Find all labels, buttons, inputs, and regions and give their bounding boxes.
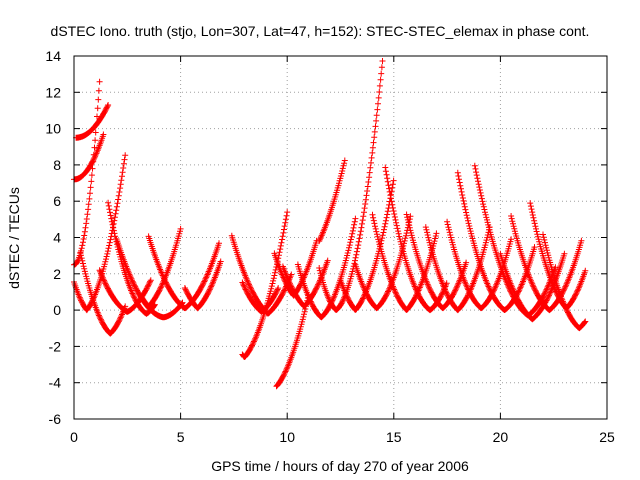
y-tick-label: -6 bbox=[49, 411, 62, 427]
y-tick-label: 4 bbox=[53, 230, 61, 246]
x-tick-label: 5 bbox=[177, 429, 185, 445]
y-axis: -6 -4 -2 0 2 4 6 8 10 12 14 bbox=[45, 48, 607, 427]
y-tick-label: 10 bbox=[45, 121, 61, 137]
data-arc bbox=[77, 249, 129, 337]
data-arc bbox=[316, 157, 348, 245]
data-arc bbox=[382, 164, 450, 314]
y-tick-label: 8 bbox=[53, 157, 61, 173]
data-arc bbox=[73, 102, 112, 141]
x-tick-label: 0 bbox=[70, 429, 78, 445]
data-series bbox=[71, 58, 589, 390]
data-arc bbox=[352, 213, 414, 312]
grid bbox=[74, 56, 607, 419]
x-tick-label: 20 bbox=[493, 429, 509, 445]
x-tick-label: 25 bbox=[599, 429, 615, 445]
data-arc bbox=[273, 292, 312, 390]
y-tick-label: 14 bbox=[45, 48, 61, 64]
x-tick-label: 15 bbox=[386, 429, 402, 445]
y-tick-label: 12 bbox=[45, 84, 61, 100]
y-tick-label: 6 bbox=[53, 193, 61, 209]
y-tick-label: -2 bbox=[49, 338, 62, 354]
x-tick-label: 10 bbox=[279, 429, 295, 445]
y-tick-label: 0 bbox=[53, 302, 61, 318]
x-axis: 0 5 10 15 20 25 bbox=[70, 56, 615, 445]
data-arc bbox=[403, 211, 470, 312]
data-arc bbox=[181, 258, 224, 312]
plot-frame bbox=[73, 55, 608, 420]
data-arc bbox=[369, 211, 440, 313]
data-arc bbox=[228, 232, 295, 317]
data-arc bbox=[145, 233, 222, 312]
y-tick-label: 2 bbox=[53, 266, 61, 282]
x-axis-label: GPS time / hours of day 270 of year 2006 bbox=[211, 458, 469, 474]
data-arc bbox=[316, 58, 386, 313]
y-tick-label: -4 bbox=[49, 375, 62, 391]
y-axis-label: dSTEC / TECUs bbox=[6, 187, 22, 289]
data-arc bbox=[540, 231, 589, 332]
data-arc bbox=[337, 177, 397, 313]
chart-title: dSTEC Iono. truth (stjo, Lon=307, Lat=47… bbox=[51, 23, 590, 39]
